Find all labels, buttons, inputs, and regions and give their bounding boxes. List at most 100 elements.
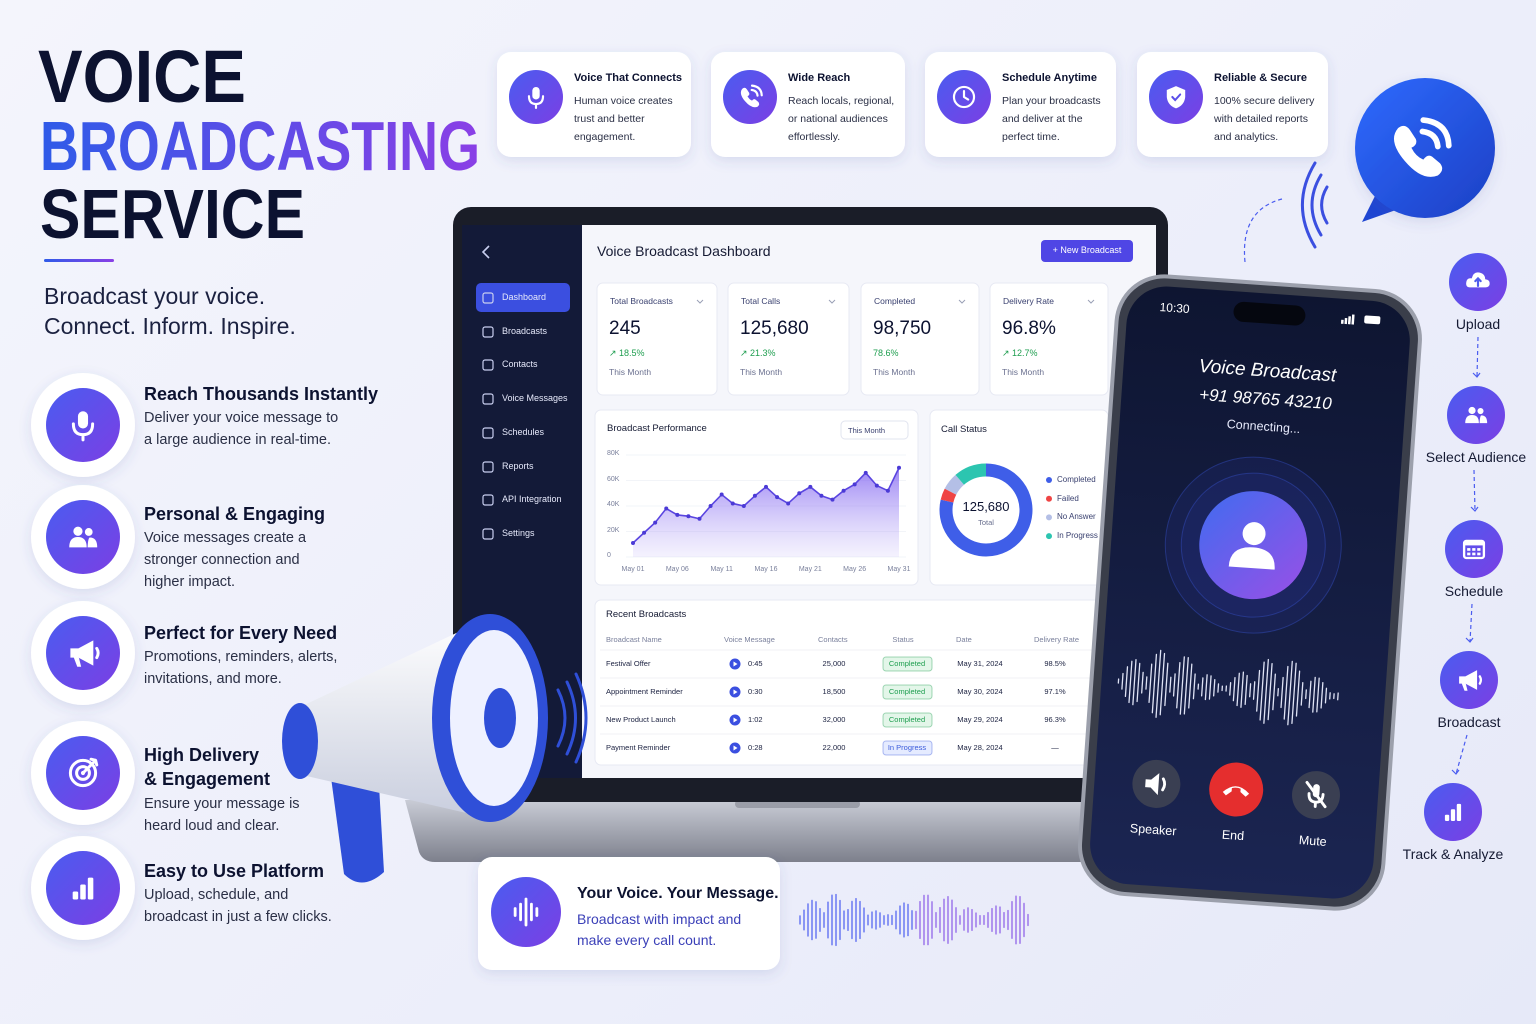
point <box>631 540 635 545</box>
nav-item: API Integration <box>502 494 562 504</box>
point <box>708 504 713 508</box>
point <box>764 484 768 489</box>
nav-icon <box>482 292 494 304</box>
stat-label: Completed <box>874 296 916 306</box>
legend-swatch <box>1046 514 1052 521</box>
glyph <box>1465 415 1479 424</box>
signal-arc <box>1300 161 1317 249</box>
new-broadcast-button[interactable] <box>1041 240 1133 262</box>
icon-clock <box>952 85 976 109</box>
hero-underline <box>44 259 114 262</box>
stat-label: Delivery Rate <box>1003 296 1055 306</box>
icon-target <box>68 757 99 788</box>
donut-center-label: Total <box>978 518 994 527</box>
icon-shield <box>1166 86 1186 109</box>
point <box>741 504 746 508</box>
x-tick-label: May 26 <box>843 566 867 573</box>
table-cell: Completed <box>888 687 926 696</box>
glyph <box>75 765 91 781</box>
highlight-title: Schedule Anytime <box>1002 72 1097 84</box>
table-cell: 22,000 <box>822 743 846 752</box>
table-cell: May 29, 2024 <box>957 715 1003 724</box>
stat-period: This Month <box>609 367 652 377</box>
play-glyph <box>733 661 738 667</box>
promo-text: Broadcast with impact and make every cal… <box>577 911 742 948</box>
table-cell: Festival Offer <box>606 659 651 668</box>
glyph <box>1477 407 1484 415</box>
stat-period: This Month <box>873 367 916 377</box>
legend-label: Completed <box>1057 475 1096 484</box>
chart-filter <box>840 420 909 440</box>
donut-segment <box>955 463 987 485</box>
glyph <box>70 640 94 667</box>
nav-icon <box>482 326 494 338</box>
x-tick-label: May 21 <box>798 566 822 573</box>
point <box>664 506 669 511</box>
table-cell: 25,000 <box>822 659 846 668</box>
highlight-text: Reach locals, regional, or national audi… <box>788 95 895 143</box>
table-card <box>594 599 1109 766</box>
point <box>852 482 857 487</box>
feature-text: Voice messages create a stronger connect… <box>144 530 307 590</box>
highlight-text: Human voice creates trust and better eng… <box>574 95 673 143</box>
column-header: Date <box>956 635 972 644</box>
glyph <box>1474 276 1482 288</box>
hero-title: VOICE <box>38 35 246 118</box>
point <box>797 491 802 496</box>
point <box>642 530 647 535</box>
icon-phone <box>740 84 763 108</box>
glyph <box>952 85 976 109</box>
play-glyph <box>733 717 738 723</box>
stat-value: 96.8% <box>1002 318 1056 339</box>
icon-calendar <box>1462 539 1486 560</box>
feature-title: Reach Thousands Instantly <box>144 384 379 404</box>
point <box>819 493 824 498</box>
stat-period: This Month <box>740 367 783 377</box>
stat-change: ↗ 12.7% <box>1002 348 1038 358</box>
point <box>675 512 680 517</box>
nav-item: Broadcasts <box>502 326 548 336</box>
feature-title: Personal & Engaging <box>144 504 326 524</box>
feature-title: Easy to Use Platform <box>144 861 325 881</box>
column-header: Delivery Rate <box>1034 635 1080 644</box>
highlight-text: 100% secure delivery with detailed repor… <box>1214 95 1315 143</box>
legend-label: Failed <box>1057 493 1079 503</box>
table-cell: Completed <box>888 715 926 724</box>
point <box>653 520 658 525</box>
point <box>808 484 813 489</box>
chart-filter-label: This Month <box>848 426 886 435</box>
icon-badge <box>723 70 777 124</box>
icon-badge <box>1447 386 1505 444</box>
step-arrow <box>1473 469 1476 512</box>
feature-text: Upload, schedule, and broadcast in just … <box>144 887 332 925</box>
stat-card <box>860 282 980 396</box>
legend-label: In Progress <box>1057 531 1098 541</box>
glyph <box>962 90 970 101</box>
y-tick-label: 0 <box>607 552 611 559</box>
feature-text: Ensure your message is heard loud and cl… <box>144 796 300 834</box>
icon-mega <box>1459 670 1483 691</box>
nav-icon <box>482 494 494 506</box>
new-broadcast-label[interactable]: + New Broadcast <box>1052 245 1122 255</box>
hero-title: BROADCASTING <box>40 107 480 185</box>
stat-change: ↗ 21.3% <box>740 348 776 358</box>
nav-item: Voice Messages <box>502 393 568 403</box>
dropdown-caret <box>958 299 966 304</box>
promo-card <box>478 857 780 970</box>
glyph <box>740 87 760 108</box>
table-cell: 0:30 <box>748 687 763 696</box>
status-pill <box>882 656 933 672</box>
step-arrow <box>1476 336 1479 378</box>
x-tick-label: May 16 <box>754 566 778 573</box>
play-glyph <box>733 745 738 751</box>
glyph <box>1479 415 1488 424</box>
stat-change: 78.6% <box>873 348 899 358</box>
stat-label: Total Calls <box>741 296 781 306</box>
highlight-title: Reliable & Secure <box>1214 72 1307 84</box>
icon-people <box>69 526 98 548</box>
point <box>897 465 901 470</box>
table-cell: New Product Launch <box>606 715 676 724</box>
glyph <box>1419 117 1452 150</box>
glyph <box>1171 93 1182 102</box>
point <box>775 495 780 500</box>
